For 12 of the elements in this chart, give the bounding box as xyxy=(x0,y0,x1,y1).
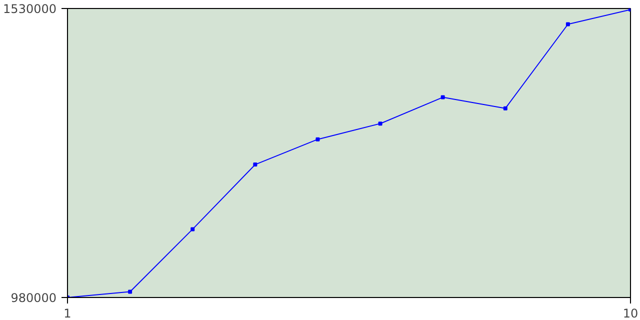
point xyxy=(566,22,570,26)
y-tick-label: 980000 xyxy=(10,291,57,305)
x-tick-label: 10 xyxy=(622,306,638,320)
point xyxy=(253,162,258,167)
point xyxy=(128,290,132,294)
point xyxy=(378,122,382,126)
y-tick-label: 1530000 xyxy=(3,2,57,16)
point xyxy=(440,95,445,100)
point xyxy=(316,137,320,142)
x-tick-label: 1 xyxy=(64,306,72,320)
point xyxy=(190,227,195,232)
point xyxy=(503,106,508,110)
